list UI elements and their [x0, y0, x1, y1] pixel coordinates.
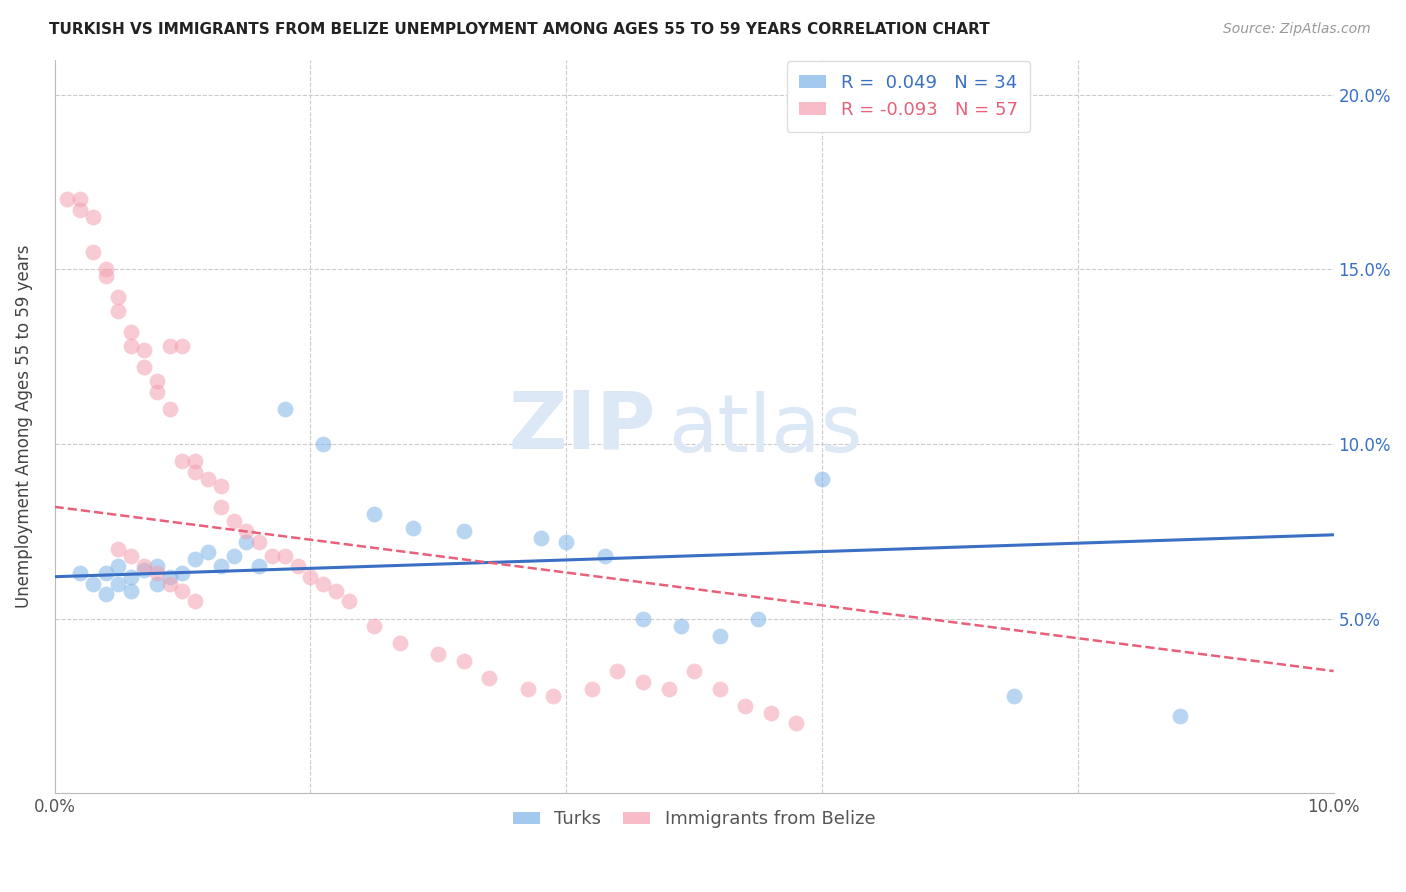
Point — [120, 549, 142, 563]
Point — [785, 716, 807, 731]
Point — [94, 269, 117, 284]
Point — [209, 559, 232, 574]
Point — [581, 681, 603, 696]
Point — [402, 521, 425, 535]
Point — [120, 325, 142, 339]
Point — [56, 192, 79, 206]
Point — [543, 689, 565, 703]
Point — [453, 524, 475, 539]
Point — [159, 339, 181, 353]
Text: TURKISH VS IMMIGRANTS FROM BELIZE UNEMPLOYMENT AMONG AGES 55 TO 59 YEARS CORRELA: TURKISH VS IMMIGRANTS FROM BELIZE UNEMPL… — [49, 22, 990, 37]
Point — [197, 472, 219, 486]
Text: Source: ZipAtlas.com: Source: ZipAtlas.com — [1223, 22, 1371, 37]
Point — [325, 583, 347, 598]
Point — [747, 612, 769, 626]
Text: ZIP: ZIP — [509, 387, 655, 466]
Point — [1002, 689, 1025, 703]
Point — [172, 566, 194, 581]
Point — [709, 629, 731, 643]
Point — [69, 202, 91, 217]
Point — [312, 437, 335, 451]
Point — [287, 559, 309, 574]
Point — [478, 671, 501, 685]
Point — [94, 587, 117, 601]
Point — [337, 594, 360, 608]
Point — [94, 566, 117, 581]
Point — [172, 454, 194, 468]
Point — [427, 647, 450, 661]
Point — [132, 360, 155, 375]
Point — [107, 290, 129, 304]
Point — [69, 566, 91, 581]
Point — [683, 664, 706, 678]
Point — [631, 674, 654, 689]
Point — [363, 618, 385, 632]
Point — [184, 552, 207, 566]
Point — [606, 664, 628, 678]
Point — [146, 559, 169, 574]
Point — [209, 479, 232, 493]
Legend: Turks, Immigrants from Belize: Turks, Immigrants from Belize — [506, 803, 883, 836]
Point — [247, 534, 270, 549]
Point — [299, 570, 322, 584]
Point — [260, 549, 283, 563]
Point — [82, 244, 104, 259]
Point — [184, 465, 207, 479]
Point — [120, 339, 142, 353]
Point — [82, 576, 104, 591]
Point — [132, 343, 155, 357]
Point — [274, 549, 297, 563]
Point — [657, 681, 679, 696]
Point — [107, 576, 129, 591]
Point — [184, 594, 207, 608]
Point — [107, 541, 129, 556]
Point — [184, 454, 207, 468]
Point — [274, 402, 297, 417]
Point — [529, 531, 551, 545]
Point — [94, 262, 117, 277]
Point — [197, 545, 219, 559]
Point — [811, 472, 834, 486]
Point — [132, 559, 155, 574]
Point — [671, 618, 693, 632]
Point — [631, 612, 654, 626]
Point — [120, 570, 142, 584]
Point — [516, 681, 538, 696]
Point — [209, 500, 232, 514]
Y-axis label: Unemployment Among Ages 55 to 59 years: Unemployment Among Ages 55 to 59 years — [15, 244, 32, 608]
Point — [388, 636, 411, 650]
Point — [709, 681, 731, 696]
Point — [222, 514, 245, 528]
Point — [120, 583, 142, 598]
Point — [235, 534, 257, 549]
Point — [172, 339, 194, 353]
Point — [593, 549, 616, 563]
Point — [172, 583, 194, 598]
Point — [555, 534, 578, 549]
Point — [159, 576, 181, 591]
Point — [759, 706, 782, 720]
Point — [247, 559, 270, 574]
Point — [82, 210, 104, 224]
Point — [1168, 709, 1191, 723]
Point — [734, 698, 756, 713]
Point — [159, 402, 181, 417]
Point — [222, 549, 245, 563]
Point — [132, 563, 155, 577]
Point — [159, 570, 181, 584]
Point — [107, 304, 129, 318]
Point — [107, 559, 129, 574]
Point — [146, 566, 169, 581]
Point — [69, 192, 91, 206]
Point — [312, 576, 335, 591]
Point — [146, 374, 169, 388]
Point — [235, 524, 257, 539]
Point — [363, 507, 385, 521]
Point — [453, 654, 475, 668]
Point — [146, 576, 169, 591]
Text: atlas: atlas — [668, 392, 863, 469]
Point — [146, 384, 169, 399]
